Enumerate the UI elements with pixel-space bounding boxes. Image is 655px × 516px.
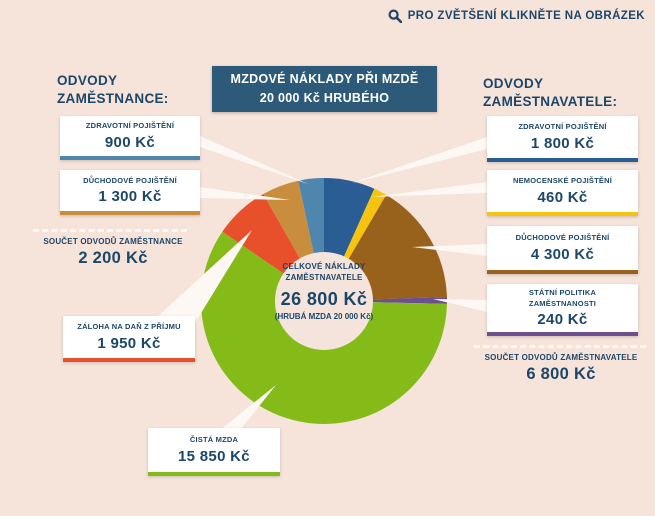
employee-header-line1: ODVODY: [57, 73, 118, 88]
income-tax-box: ZÁLOHA NA DAŇ Z PŘÍJMU 1 950 Kč: [63, 316, 195, 362]
chart-title-line1: MZDOVÉ NÁKLADY PŘI MZDĚ: [230, 71, 419, 86]
income-tax-value: 1 950 Kč: [97, 334, 161, 352]
employee-pension-label: DŮCHODOVÉ POJIŠTĚNÍ: [83, 175, 177, 185]
employer-health-label: ZDRAVOTNÍ POJIŠTĚNÍ: [518, 122, 607, 132]
connector-employee-health: [200, 136, 308, 184]
employer-sum-label: SOUČET ODVODŮ ZAMĚSTNAVATELE: [484, 353, 638, 362]
magnifier-icon: [388, 9, 402, 23]
employee-pension-box: DŮCHODOVÉ POJIŠTĚNÍ 1 300 Kč: [60, 170, 200, 215]
connector-employer-health: [352, 137, 487, 183]
employee-health-label: ZDRAVOTNÍ POJIŠTĚNÍ: [85, 121, 175, 131]
center-gross-wage: (HRUBÁ MZDA 20 000 Kč): [274, 311, 374, 321]
connector-employer-pension: [412, 244, 487, 256]
employee-health-value: 900 Kč: [104, 133, 156, 151]
employer-policy-label: STÁTNÍ POLITIKA ZAMĚSTNANOSTI: [528, 288, 597, 308]
employer-health-value: 1 800 Kč: [530, 134, 595, 152]
employee-sum: SOUČET ODVODŮ ZAMĚSTNANCE 2 200 Kč: [33, 237, 193, 268]
chart-title: MZDOVÉ NÁKLADY PŘI MZDĚ 20 000 Kč HRUBÉH…: [212, 66, 437, 112]
employer-header-line2: ZAMĚSTNAVATELE:: [483, 93, 618, 109]
employer-sickness-value: 460 Kč: [537, 188, 588, 206]
employer-column-header: ODVODY ZAMĚSTNAVATELE:: [483, 75, 617, 110]
connector-employee-pension: [200, 187, 290, 200]
employer-health-box: ZDRAVOTNÍ POJIŠTĚNÍ 1 800 Kč: [487, 116, 638, 162]
employee-header-line2: ZAMĚSTNANCE:: [57, 90, 169, 106]
employer-header-line1: ODVODY: [483, 76, 544, 91]
connector-employer-sickness: [372, 182, 487, 197]
employer-pension-value: 4 300 Kč: [530, 245, 595, 263]
connector-employer-policy: [433, 299, 487, 312]
employer-policy-box: STÁTNÍ POLITIKA ZAMĚSTNANOSTI 240 Kč: [487, 284, 638, 336]
zoom-hint-text: PRO ZVĚTŠENÍ KLIKNĚTE NA OBRÁZEK: [407, 10, 645, 22]
employee-sum-value: 2 200 Kč: [78, 249, 148, 267]
connector-net-wage: [220, 385, 276, 430]
income-tax-label: ZÁLOHA NA DAŇ Z PŘÍJMU: [77, 322, 181, 332]
employee-sum-label: SOUČET ODVODŮ ZAMĚSTNANCE: [43, 237, 183, 246]
center-label-line2: ZAMĚSTNAVATELE: [285, 272, 363, 282]
employee-sum-divider: [33, 229, 187, 232]
donut-center-label: CELKOVÉ NÁKLADY ZAMĚSTNAVATELE 26 800 Kč…: [254, 262, 394, 323]
employee-health-box: ZDRAVOTNÍ POJIŠTĚNÍ 900 Kč: [60, 116, 200, 160]
net-wage-label: ČISTÁ MZDA: [189, 435, 239, 445]
connector-tax: [156, 230, 252, 331]
chart-title-line2: 20 000 Kč HRUBÉHO: [259, 91, 390, 105]
employee-pension-value: 1 300 Kč: [98, 188, 162, 206]
employer-pension-label: DŮCHODOVÉ POJIŠTĚNÍ: [515, 233, 610, 243]
connector-lines: [156, 136, 487, 430]
center-label-line1: CELKOVÉ NÁKLADY: [282, 262, 366, 271]
employer-sum: SOUČET ODVODŮ ZAMĚSTNAVATELE 6 800 Kč: [471, 353, 651, 384]
zoom-hint[interactable]: PRO ZVĚTŠENÍ KLIKNĚTE NA OBRÁZEK: [388, 9, 645, 23]
employer-pension-box: DŮCHODOVÉ POJIŠTĚNÍ 4 300 Kč: [487, 226, 638, 274]
donut-center-circle: [275, 252, 373, 350]
employee-column-header: ODVODY ZAMĚSTNANCE:: [57, 72, 169, 107]
employer-sum-divider: [474, 345, 646, 348]
net-wage-value: 15 850 Kč: [178, 447, 250, 465]
net-wage-box: ČISTÁ MZDA 15 850 Kč: [148, 428, 280, 476]
donut-segment-statni-politika-zamestnanosti: [324, 296, 447, 304]
employer-sickness-label: NEMOCENSKÉ POJIŠTĚNÍ: [512, 176, 613, 186]
center-total-value: 26 800 Kč: [280, 288, 368, 309]
employer-sum-value: 6 800 Kč: [526, 365, 596, 383]
employer-policy-value: 240 Kč: [537, 310, 588, 328]
employer-sickness-box: NEMOCENSKÉ POJIŠTĚNÍ 460 Kč: [487, 170, 638, 216]
